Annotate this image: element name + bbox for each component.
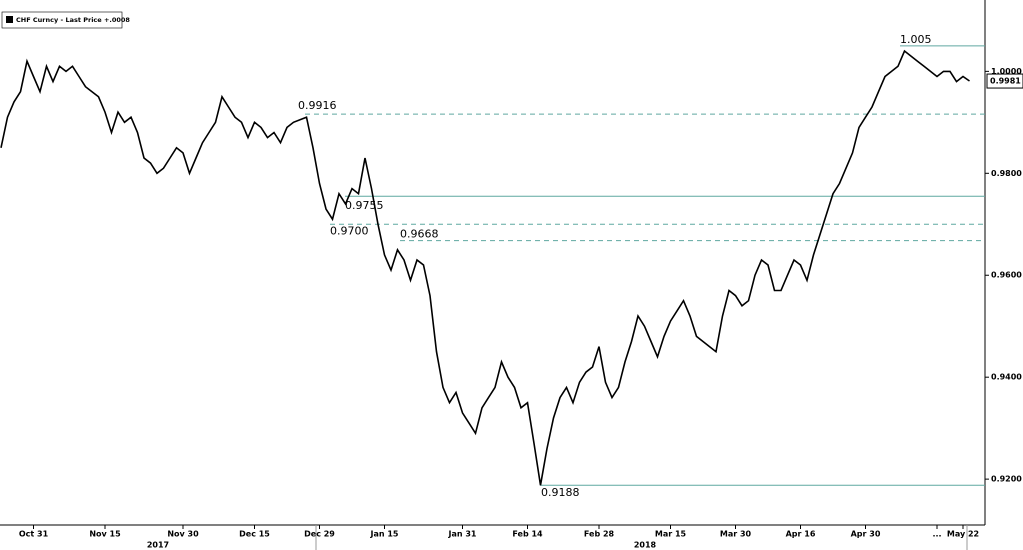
y-tick-label: 0.9400 — [991, 373, 1022, 382]
y-tick-label: 0.9600 — [991, 271, 1022, 280]
x-tick-label: Oct 31 — [19, 530, 49, 539]
last-price-box — [986, 73, 1023, 89]
x-tick-label: Feb 28 — [584, 530, 615, 539]
x-tick-label: Mar 30 — [720, 530, 752, 539]
level-label: 0.9916 — [298, 99, 337, 112]
x-tick-label: Dec 29 — [304, 530, 335, 539]
x-tick-label: Apr 30 — [851, 530, 881, 539]
year-label: 2017 — [147, 541, 169, 550]
x-tick-label: May 22 — [947, 530, 979, 539]
x-tick-label: Nov 30 — [167, 530, 199, 539]
year-label: 2018 — [634, 541, 657, 550]
y-tick-label: 1.0000 — [991, 67, 1022, 76]
y-tick-label: 0.9200 — [991, 475, 1022, 484]
level-label: 0.9188 — [541, 486, 580, 499]
x-tick-label: Jan 31 — [448, 530, 477, 539]
x-tick-label: Mar 15 — [655, 530, 687, 539]
x-tick-label: Nov 15 — [89, 530, 121, 539]
level-label: 1.005 — [900, 33, 932, 46]
legend-box — [1, 11, 123, 29]
x-tick-label: Jan 15 — [370, 530, 399, 539]
x-tick-label: ... — [932, 530, 941, 539]
level-label: 0.9755 — [345, 199, 384, 212]
level-label: 0.9700 — [330, 224, 369, 237]
level-label: 0.9668 — [400, 228, 439, 241]
price-line — [0, 49, 970, 486]
x-tick-label: Apr 16 — [786, 530, 816, 539]
last-price-label: 0.9981 — [990, 77, 1021, 86]
legend-swatch — [6, 16, 13, 23]
x-tick-label: Dec 15 — [239, 530, 270, 539]
legend-label: CHF Curncy - Last Price +.0008 — [16, 16, 130, 24]
x-tick-label: Feb 14 — [512, 530, 543, 539]
y-tick-label: 0.9800 — [991, 169, 1022, 178]
